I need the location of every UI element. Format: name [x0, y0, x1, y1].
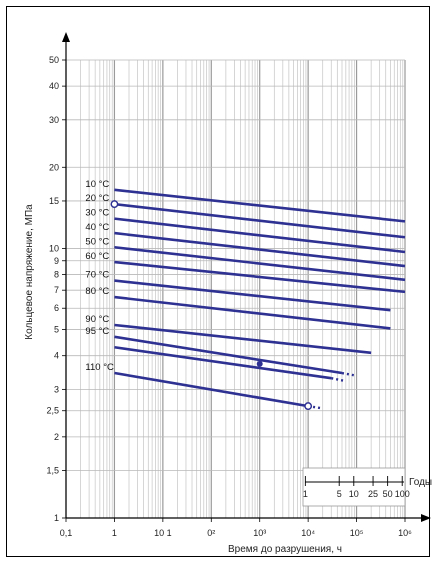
data-point-open: [110, 200, 119, 209]
series-label: 60 °C: [85, 251, 109, 262]
x-tick-label: 0²: [207, 528, 215, 538]
x-tick-label: 10⁶: [398, 528, 412, 538]
series-line: [114, 323, 372, 355]
series-line: [114, 371, 309, 408]
x-tick-label: 10 1: [154, 528, 172, 538]
x-tick-label: 10³: [253, 528, 266, 538]
series-label: 70 °C: [85, 270, 109, 281]
data-point-filled: [256, 360, 263, 367]
series-label: 30 °C: [85, 208, 109, 219]
x-tick-label: 0,1: [60, 528, 73, 538]
series-line: [114, 231, 406, 268]
series-line: [114, 279, 391, 312]
y-tick-label: 1: [54, 513, 59, 523]
x-tick-label: 1: [112, 528, 117, 538]
y-tick-label: 50: [49, 55, 59, 65]
y-axis-label: Кольцевое напряжение, МПа: [24, 204, 35, 340]
y-tick-label: 9: [54, 256, 59, 266]
series-line: [114, 245, 406, 282]
grid: [65, 59, 406, 519]
series-line: [114, 295, 391, 330]
series-label: 90 °C: [85, 314, 109, 325]
y-tick-label: 7: [54, 285, 59, 295]
y-tick-label: 3: [54, 384, 59, 394]
series-line: [114, 202, 406, 239]
years-tick-label: 100: [395, 489, 410, 499]
axes: [62, 32, 431, 522]
x-axis-arrow: [421, 514, 431, 522]
series-label: 40 °C: [85, 222, 109, 233]
data-point-open: [304, 402, 313, 411]
series-label: 95 °C: [85, 326, 109, 337]
y-tick-label: 4: [54, 351, 59, 361]
series-label: 10 °C: [85, 179, 109, 190]
chart-frame: [6, 6, 430, 557]
x-tick-label: 10⁴: [301, 528, 315, 538]
series-label: 110 °C: [85, 362, 114, 373]
series-label: 20 °C: [85, 193, 109, 204]
y-tick-label: 10: [49, 243, 59, 253]
y-tick-label: 20: [49, 162, 59, 172]
years-inset-box: [302, 467, 406, 507]
years-tick-label: 5: [337, 489, 342, 499]
x-axis-label: Время до разрушения, ч: [228, 544, 342, 555]
series-line: [114, 217, 406, 254]
series-label: 50 °C: [85, 236, 109, 247]
series-extrapolation: [331, 377, 347, 383]
series-line: [114, 335, 343, 375]
y-tick-label: 6: [54, 303, 59, 313]
y-tick-label: 1,5: [46, 466, 59, 476]
y-tick-label: 8: [54, 270, 59, 280]
series-label: 80 °C: [85, 286, 109, 297]
series-line: [114, 188, 406, 223]
years-tick-label: 25: [368, 489, 378, 499]
y-tick-label: 40: [49, 81, 59, 91]
years-scale-label: Годы: [409, 477, 432, 488]
series-line: [114, 260, 406, 294]
y-tick-label: 30: [49, 115, 59, 125]
y-tick-label: 15: [49, 196, 59, 206]
years-tick-label: 10: [349, 489, 359, 499]
years-tick-label: 50: [383, 489, 393, 499]
series-lines: 10 °C 20 °C 30 °C 40 °C 50 °C 60 °C 70 °C 80 °C…: [85, 179, 406, 411]
y-axis-arrow: [62, 32, 70, 42]
series-line: [114, 345, 332, 380]
x-tick-label: 10⁵: [350, 528, 364, 538]
years-tick-label: 1: [303, 489, 308, 499]
y-tick-label: 2: [54, 432, 59, 442]
y-tick-label: 2,5: [46, 406, 59, 416]
y-tick-label: 5: [54, 325, 59, 335]
